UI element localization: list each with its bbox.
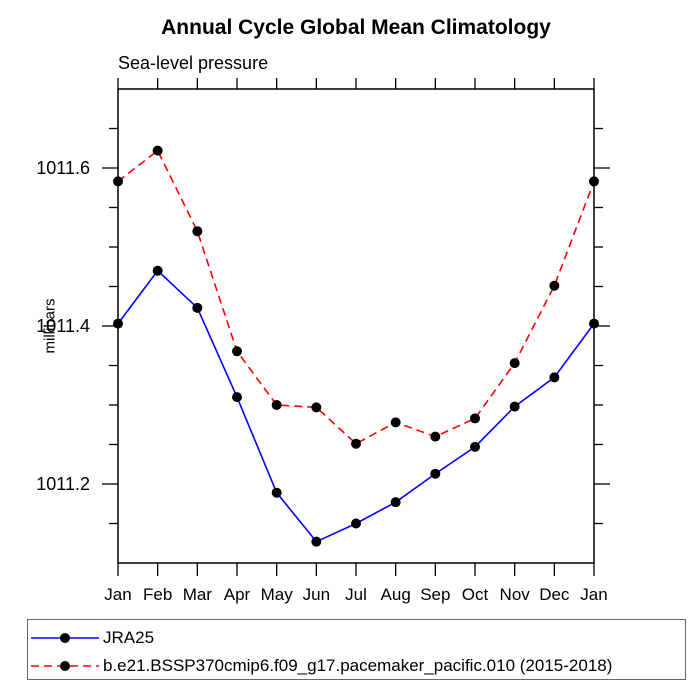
x-tick-label: Nov — [500, 585, 531, 604]
x-tick-label: Jan — [580, 585, 607, 604]
x-tick-label: Aug — [381, 585, 411, 604]
data-point-1-Sep-8 — [430, 431, 441, 442]
legend-marker-icon — [60, 633, 70, 643]
y-tick-label: 1011.4 — [36, 316, 90, 336]
chart-title: Annual Cycle Global Mean Climatology — [161, 16, 551, 39]
x-tick-label: Oct — [462, 585, 489, 604]
legend-marker-icon — [60, 661, 70, 671]
data-point-0-Aug-7 — [390, 497, 401, 508]
data-point-1-Feb-1 — [152, 145, 163, 156]
data-point-1-May-4 — [271, 400, 282, 410]
data-point-1-Nov-10 — [509, 358, 520, 369]
data-point-0-Mar-2 — [192, 302, 203, 313]
x-tick-label: Jan — [104, 585, 131, 604]
series-line-0 — [117, 269, 595, 543]
data-point-0-Dec-11 — [549, 372, 560, 383]
data-point-0-May-4 — [271, 487, 282, 498]
x-tick-label: Feb — [143, 585, 172, 604]
x-tick-label: Dec — [539, 585, 570, 604]
data-point-1-Aug-7 — [390, 417, 401, 428]
legend-item-jra25: JRA25 — [30, 624, 685, 652]
legend: JRA25 b.e21.BSSP370cmip6.f09_g17.pacemak… — [27, 619, 686, 680]
x-tick-label: Jun — [303, 585, 330, 604]
data-point-0-Oct-9 — [470, 441, 480, 452]
data-point-0-Nov-10 — [509, 401, 520, 412]
x-tick-label: Sep — [420, 585, 450, 604]
data-point-1-Dec-11 — [549, 280, 560, 291]
chart-subtitle: Sea-level pressure — [118, 53, 269, 73]
data-point-0-Jan-12 — [589, 318, 599, 329]
data-point-0-Jun-5 — [311, 536, 322, 547]
x-tick-label: Jul — [345, 585, 367, 604]
x-tick-label: Apr — [224, 585, 251, 604]
plot-frame — [117, 88, 595, 564]
data-point-0-Jan-0 — [113, 318, 123, 329]
data-point-1-Jan-12 — [589, 176, 599, 187]
data-point-0-Sep-8 — [430, 468, 441, 479]
data-point-1-Jan-0 — [113, 176, 123, 187]
data-point-0-Apr-3 — [232, 392, 242, 403]
data-point-1-Oct-9 — [470, 413, 480, 424]
data-point-1-Jun-5 — [311, 402, 322, 413]
data-point-0-Feb-1 — [152, 265, 163, 276]
legend-line-sample-jra25 — [31, 633, 99, 643]
legend-line-sample-pacemaker — [31, 661, 99, 671]
x-tick-label: Mar — [183, 585, 213, 604]
x-tick-label: May — [261, 585, 294, 604]
data-point-1-Mar-2 — [192, 226, 203, 237]
data-point-1-Jul-6 — [351, 438, 361, 449]
legend-label-jra25: JRA25 — [103, 628, 155, 647]
data-point-1-Apr-3 — [232, 346, 242, 357]
y-tick-label: 1011.2 — [36, 474, 90, 494]
data-point-0-Jul-6 — [351, 518, 361, 529]
legend-label-pacemaker: b.e21.BSSP370cmip6.f09_g17.pacemaker_pac… — [103, 656, 613, 675]
y-tick-label: 1011.6 — [36, 158, 90, 178]
legend-item-pacemaker: b.e21.BSSP370cmip6.f09_g17.pacemaker_pac… — [30, 652, 685, 680]
